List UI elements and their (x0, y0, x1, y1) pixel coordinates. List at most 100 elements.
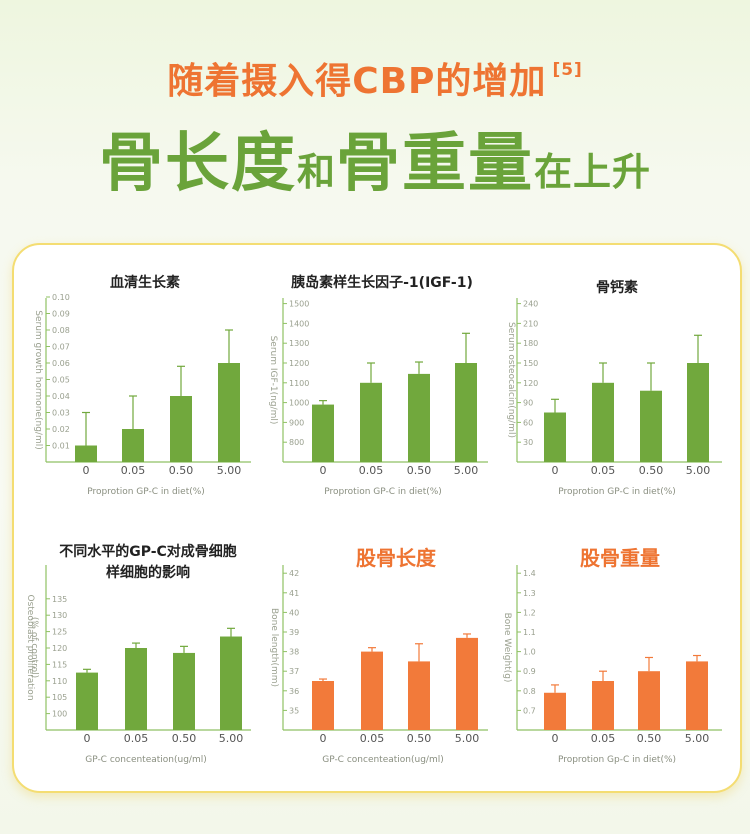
y-tick-label: 0.04 (52, 392, 70, 401)
x-axis-label: Proprotion GP-C in diet(%) (87, 487, 205, 497)
headline-text: 随着摄入得CBP的增加 (167, 61, 547, 102)
y-tick-label: 0.03 (52, 409, 70, 418)
x-tick-label: 0.50 (639, 464, 664, 477)
bar (312, 404, 334, 462)
chart-title: 不同水平的GP-C对成骨细胞 (59, 543, 237, 560)
x-tick-label: 0 (83, 464, 90, 477)
x-tick-label: 5.00 (685, 732, 710, 745)
y-axis-label: Bone Weight(g) (502, 613, 512, 683)
y-tick-label: 1.3 (523, 589, 536, 598)
reference-mark: [5] (552, 60, 583, 80)
y-axis-label-line2: (% of control) (29, 617, 39, 678)
bar (218, 363, 240, 462)
y-tick-label: 0.06 (52, 359, 70, 368)
y-tick-label: 180 (523, 339, 538, 348)
bar (640, 390, 662, 462)
x-tick-label: 0.05 (359, 464, 384, 477)
x-tick-label: 0.50 (172, 732, 197, 745)
x-tick-label: 5.00 (455, 732, 480, 745)
y-tick-label: 0.7 (523, 706, 536, 715)
chart-title: 股骨长度 (356, 546, 437, 570)
x-tick-label: 0.05 (121, 464, 146, 477)
bar (173, 652, 195, 730)
headline-bone-length: 骨长度 (98, 127, 297, 201)
x-tick-label: 0 (84, 732, 91, 745)
x-tick-label: 0 (552, 464, 559, 477)
y-tick-label: 125 (52, 628, 67, 637)
bar (408, 661, 430, 730)
chart-title: 股骨重量 (580, 546, 660, 570)
y-tick-label: 37 (289, 667, 299, 676)
y-tick-label: 1.1 (523, 628, 536, 637)
x-tick-label: 0 (320, 732, 327, 745)
headline-line1: 随着摄入得CBP的增加 [5] (0, 52, 750, 104)
bar (592, 382, 614, 462)
y-tick-label: 1500 (289, 300, 309, 309)
x-tick-label: 0 (320, 464, 327, 477)
y-tick-label: 1200 (289, 359, 309, 368)
x-tick-label: 5.00 (454, 464, 479, 477)
x-tick-label: 0.05 (591, 732, 616, 745)
x-axis-label: Proprotion Gp-C in diet(%) (558, 755, 676, 765)
y-tick-label: 1.2 (523, 608, 536, 617)
y-tick-label: 30 (523, 438, 533, 447)
chart-title: 骨钙素 (596, 279, 638, 296)
y-axis-label: Osteoblast proliferation (25, 594, 35, 700)
x-axis-label: Proprotion GP-C in diet(%) (558, 487, 676, 497)
chart-title-line2: 样细胞的影响 (106, 564, 190, 581)
y-tick-label: 1000 (289, 399, 309, 408)
chart-title: 胰岛素样生长因子-1(IGF-1) (291, 274, 473, 291)
y-tick-label: 210 (523, 319, 538, 328)
bar (592, 681, 614, 730)
headline-and: 和 (296, 150, 336, 194)
y-axis-label: Serum IGF-1(ng/ml) (268, 336, 278, 425)
y-axis-label: Serum osteocalcin(ng/ml) (506, 322, 516, 438)
x-tick-label: 5.00 (219, 732, 244, 745)
y-tick-label: 0.07 (52, 343, 70, 352)
headline-bone-weight: 骨重量 (336, 127, 534, 201)
y-tick-label: 36 (289, 687, 299, 696)
y-tick-label: 1300 (289, 339, 309, 348)
bar (170, 396, 192, 462)
x-tick-label: 0.50 (169, 464, 194, 477)
y-tick-label: 0.08 (52, 326, 70, 335)
y-tick-label: 105 (52, 693, 67, 702)
y-tick-label: 0.8 (523, 687, 536, 696)
bar (75, 445, 97, 462)
x-tick-label: 5.00 (686, 464, 711, 477)
y-tick-label: 90 (523, 399, 533, 408)
x-tick-label: 0.05 (124, 732, 149, 745)
y-tick-label: 0.02 (52, 425, 70, 434)
x-tick-label: 0.50 (637, 732, 662, 745)
chart-title: 血清生长素 (110, 274, 180, 291)
y-tick-label: 35 (289, 706, 299, 715)
y-tick-label: 115 (52, 660, 67, 669)
y-tick-label: 1.4 (523, 569, 536, 578)
bar (220, 636, 242, 730)
x-tick-label: 0.50 (407, 732, 432, 745)
y-tick-label: 39 (289, 628, 299, 637)
y-tick-label: 110 (52, 677, 67, 686)
y-tick-label: 38 (289, 648, 299, 657)
bar (360, 382, 382, 462)
x-tick-label: 0.05 (591, 464, 616, 477)
x-axis-label: Proprotion GP-C in diet(%) (324, 487, 442, 497)
bar (687, 363, 709, 462)
x-tick-label: 0.50 (407, 464, 432, 477)
x-tick-label: 5.00 (217, 464, 242, 477)
y-tick-label: 60 (523, 418, 533, 427)
bar (122, 429, 144, 462)
x-tick-label: 0 (552, 732, 559, 745)
y-tick-label: 135 (52, 595, 67, 604)
y-tick-label: 42 (289, 569, 299, 578)
bar (76, 672, 98, 730)
y-tick-label: 1400 (289, 319, 309, 328)
bar (544, 692, 566, 730)
bar (638, 671, 660, 730)
headline-rising: 在上升 (534, 150, 652, 194)
y-tick-label: 800 (289, 438, 304, 447)
y-axis-label: Serum growth hormone(ng/ml) (33, 310, 43, 449)
x-axis-label: GP-C concenteation(ug/ml) (322, 755, 444, 765)
y-tick-label: 1.0 (523, 648, 536, 657)
